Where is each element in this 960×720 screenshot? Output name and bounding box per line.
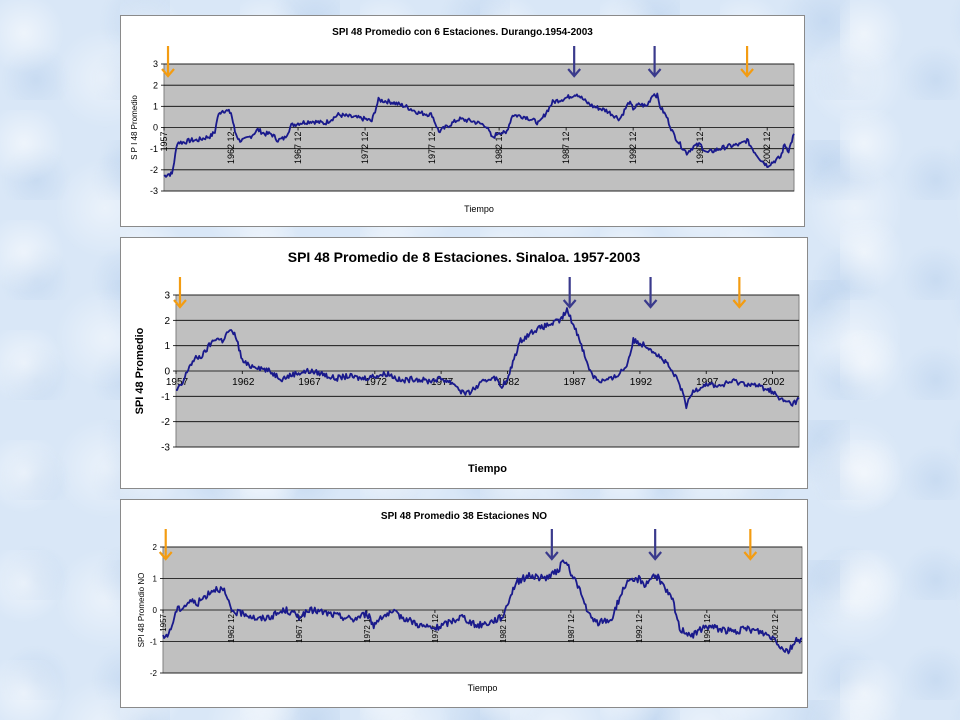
chart-panel-noroeste: SPI 48 Promedio 38 Estaciones NO 2 1 0 -1 -2 1… bbox=[120, 499, 808, 708]
y-tick-label: -1 bbox=[150, 144, 158, 154]
x-tick-label: 1977 12 bbox=[431, 613, 440, 642]
x-tick-label: 2002 bbox=[762, 377, 785, 388]
x-axis-label: Tiempo bbox=[464, 204, 494, 214]
chart-title: SPI 48 Promedio 38 Estaciones NO bbox=[381, 511, 547, 522]
x-tick-label: 1992 bbox=[630, 377, 653, 388]
y-tick-label: 1 bbox=[153, 574, 158, 583]
x-tick-label: 2002 12 bbox=[771, 613, 780, 642]
x-tick-label: 1997 12 bbox=[695, 132, 705, 165]
y-tick-label: -2 bbox=[161, 417, 170, 428]
y-tick-label: 3 bbox=[153, 59, 158, 69]
y-tick-label: 1 bbox=[153, 101, 158, 111]
orange-arrow bbox=[158, 529, 173, 561]
y-tick-label: -1 bbox=[161, 392, 170, 403]
y-tick-label: 2 bbox=[164, 316, 170, 327]
series-line bbox=[162, 559, 803, 655]
chart-title: SPI 48 Promedio de 8 Estaciones. Sinaloa… bbox=[288, 249, 641, 265]
orange-arrow bbox=[173, 277, 187, 309]
orange-arrow bbox=[161, 46, 175, 78]
y-tick-label: 2 bbox=[153, 80, 158, 90]
x-tick-label: 1957 bbox=[159, 132, 169, 152]
blue-arrow bbox=[567, 46, 582, 78]
blue-arrow bbox=[562, 277, 577, 309]
blue-arrow bbox=[648, 529, 663, 561]
series-line bbox=[175, 307, 800, 410]
x-tick-label: 1987 12 bbox=[561, 132, 571, 165]
y-tick-label: -1 bbox=[150, 637, 158, 646]
blue-arrow bbox=[545, 529, 559, 561]
x-tick-label: 1972 12 bbox=[360, 132, 370, 165]
x-tick-label: 1962 12 bbox=[227, 613, 236, 642]
x-tick-label: 1967 bbox=[298, 377, 321, 388]
sinaloa-chart: SPI 48 Promedio de 8 Estaciones. Sinaloa… bbox=[134, 249, 800, 475]
x-tick-label: 1972 12 bbox=[363, 613, 372, 642]
x-tick-label: 1962 12 bbox=[226, 132, 236, 165]
chart-panel-durango: SPI 48 Promedio con 6 Estaciones. Durang… bbox=[120, 15, 805, 227]
y-tick-label: 0 bbox=[164, 367, 170, 378]
orange-arrow bbox=[732, 277, 747, 309]
chart-panel-sinaloa: SPI 48 Promedio de 8 Estaciones. Sinaloa… bbox=[120, 237, 808, 489]
x-tick-label: 1982 12 bbox=[494, 132, 504, 165]
y-axis-label: SPI 48 Promedio bbox=[134, 327, 146, 414]
y-axis-label: SPI 48 Promedio NO bbox=[137, 573, 146, 648]
y-tick-label: 0 bbox=[153, 123, 158, 133]
x-tick-label: 1987 bbox=[564, 377, 587, 388]
x-tick-label: 1977 12 bbox=[427, 132, 437, 165]
y-tick-label: -3 bbox=[150, 186, 158, 196]
x-tick-label: 1982 12 bbox=[499, 613, 508, 642]
y-axis-label: S P I 48 Promedio bbox=[130, 95, 139, 160]
x-tick-label: 2002 12 bbox=[762, 132, 772, 165]
orange-arrow bbox=[740, 46, 754, 78]
noroeste-chart: SPI 48 Promedio 38 Estaciones NO 2 1 0 -1 -2 1… bbox=[137, 511, 803, 693]
y-tick-label: 2 bbox=[153, 543, 158, 552]
x-tick-label: 1997 bbox=[696, 377, 719, 388]
y-tick-label: -2 bbox=[150, 165, 158, 175]
y-tick-label: 3 bbox=[164, 291, 170, 302]
x-tick-label: 1992 12 bbox=[635, 613, 644, 642]
x-tick-label: 1962 bbox=[232, 377, 255, 388]
y-tick-label: 0 bbox=[153, 606, 158, 615]
x-tick-label: 1987 12 bbox=[567, 613, 576, 642]
durango-chart: SPI 48 Promedio con 6 Estaciones. Durang… bbox=[130, 27, 795, 214]
blue-arrow bbox=[643, 277, 658, 309]
series-line bbox=[163, 92, 795, 178]
x-tick-label: 1957 bbox=[166, 377, 189, 388]
orange-arrow bbox=[743, 529, 758, 561]
y-tick-label: -3 bbox=[161, 443, 170, 454]
y-tick-label: -2 bbox=[150, 669, 158, 678]
x-tick-label: 1967 12 bbox=[295, 613, 304, 642]
x-tick-label: 1957 bbox=[159, 613, 168, 631]
x-tick-label: 1967 12 bbox=[293, 132, 303, 165]
x-tick-label: 1972 bbox=[365, 377, 388, 388]
x-tick-label: 1982 bbox=[497, 377, 520, 388]
x-tick-label: 1977 bbox=[431, 377, 454, 388]
y-tick-label: 1 bbox=[164, 341, 170, 352]
x-axis-label: Tiempo bbox=[468, 683, 498, 693]
x-tick-label: 1992 12 bbox=[628, 132, 638, 165]
blue-arrow bbox=[647, 46, 662, 78]
x-axis-label: Tiempo bbox=[468, 463, 507, 475]
chart-title: SPI 48 Promedio con 6 Estaciones. Durang… bbox=[332, 27, 593, 38]
